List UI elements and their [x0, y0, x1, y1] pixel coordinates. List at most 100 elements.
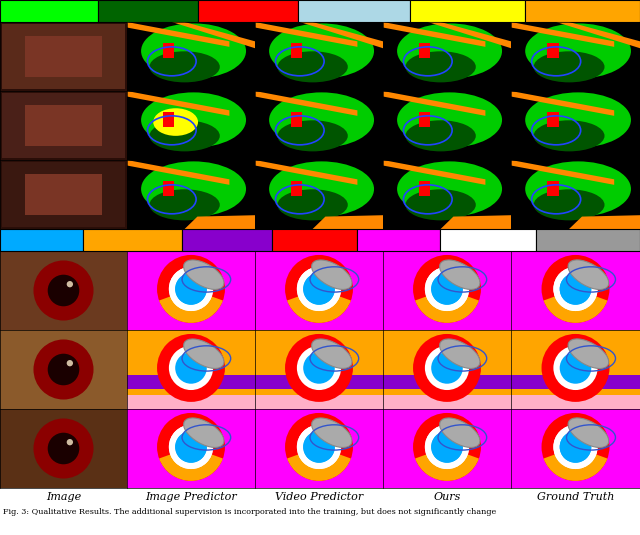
Ellipse shape: [153, 108, 198, 136]
Bar: [127, 409, 255, 488]
Polygon shape: [127, 91, 229, 116]
Circle shape: [431, 431, 463, 463]
Circle shape: [425, 267, 469, 311]
Bar: [547, 181, 559, 196]
Bar: [255, 375, 383, 389]
Polygon shape: [383, 91, 485, 116]
Bar: [163, 112, 174, 127]
Ellipse shape: [568, 339, 609, 369]
Bar: [198, 0, 298, 22]
Bar: [291, 181, 302, 196]
Bar: [26, 174, 102, 215]
Circle shape: [48, 433, 79, 464]
Circle shape: [431, 431, 463, 463]
Bar: [0, 160, 127, 229]
Bar: [357, 229, 440, 251]
Circle shape: [67, 360, 73, 366]
Circle shape: [285, 255, 353, 323]
Polygon shape: [556, 22, 640, 48]
Text: Instrument: Instrument: [556, 235, 621, 245]
Circle shape: [48, 354, 79, 385]
Circle shape: [303, 431, 335, 463]
Text: Cornea: Cornea: [467, 235, 509, 245]
Ellipse shape: [534, 120, 605, 151]
Polygon shape: [127, 160, 229, 185]
Polygon shape: [511, 22, 614, 47]
Polygon shape: [511, 91, 614, 116]
Circle shape: [560, 273, 591, 305]
Polygon shape: [428, 22, 511, 48]
Bar: [511, 395, 640, 409]
Wedge shape: [287, 447, 351, 481]
Ellipse shape: [440, 339, 480, 369]
Circle shape: [554, 425, 598, 469]
Bar: [255, 251, 383, 330]
Circle shape: [297, 425, 341, 469]
Ellipse shape: [184, 339, 224, 369]
Bar: [511, 375, 640, 389]
Circle shape: [425, 425, 469, 469]
Text: Eye
Retractors: Eye Retractors: [196, 229, 258, 251]
Bar: [255, 330, 383, 409]
Ellipse shape: [149, 120, 220, 151]
Circle shape: [169, 267, 213, 311]
Ellipse shape: [184, 260, 224, 289]
Bar: [0, 330, 127, 409]
Circle shape: [554, 267, 598, 311]
Bar: [163, 43, 174, 58]
Bar: [83, 229, 182, 251]
Polygon shape: [172, 22, 255, 48]
Bar: [511, 251, 640, 330]
Text: HC Triangle
Dissection: HC Triangle Dissection: [320, 0, 388, 22]
Bar: [272, 229, 357, 251]
Text: Pupil: Pupil: [27, 235, 56, 245]
Circle shape: [67, 439, 73, 445]
Circle shape: [175, 352, 207, 384]
Ellipse shape: [534, 189, 605, 220]
Ellipse shape: [397, 24, 502, 79]
Circle shape: [554, 267, 598, 311]
Bar: [383, 251, 511, 330]
Circle shape: [303, 352, 335, 384]
Polygon shape: [255, 91, 357, 116]
Ellipse shape: [525, 93, 631, 148]
Text: Iris: Iris: [305, 235, 324, 245]
Circle shape: [431, 273, 463, 305]
Text: Image: Image: [46, 492, 81, 501]
Bar: [182, 229, 272, 251]
Circle shape: [297, 425, 341, 469]
Circle shape: [431, 352, 463, 384]
Bar: [127, 395, 255, 409]
Text: Cystic Artery: Cystic Artery: [210, 6, 286, 16]
Ellipse shape: [568, 260, 609, 289]
Polygon shape: [511, 160, 614, 185]
Wedge shape: [415, 447, 479, 481]
Polygon shape: [300, 22, 383, 48]
Bar: [410, 0, 525, 22]
Polygon shape: [127, 22, 229, 47]
Circle shape: [541, 334, 609, 402]
Text: Ground Truth: Ground Truth: [537, 492, 614, 501]
Ellipse shape: [184, 418, 224, 447]
Bar: [383, 375, 511, 389]
Circle shape: [560, 273, 591, 305]
Text: Fig. 3: Qualitative Results. The additional supervision is incorporated into the: Fig. 3: Qualitative Results. The additio…: [3, 508, 496, 516]
Polygon shape: [569, 215, 640, 229]
Circle shape: [541, 413, 609, 481]
Bar: [419, 181, 430, 196]
Circle shape: [303, 273, 335, 305]
Text: Instrument: Instrument: [550, 6, 615, 16]
Circle shape: [425, 346, 469, 390]
Bar: [419, 43, 430, 58]
Wedge shape: [287, 289, 351, 323]
Bar: [163, 181, 174, 196]
Polygon shape: [312, 215, 383, 229]
Bar: [0, 22, 127, 91]
Bar: [0, 251, 640, 488]
Ellipse shape: [312, 260, 352, 289]
Ellipse shape: [405, 51, 476, 82]
Text: Skin: Skin: [386, 235, 412, 245]
Bar: [2, 93, 125, 158]
Ellipse shape: [277, 189, 348, 220]
Bar: [547, 43, 559, 58]
